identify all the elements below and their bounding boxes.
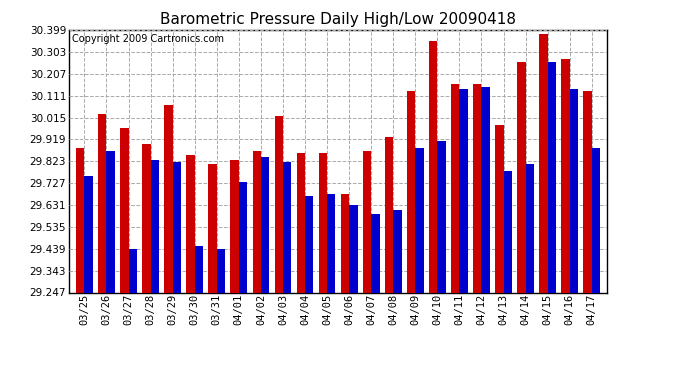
Bar <box>363 150 371 292</box>
Bar <box>164 105 172 292</box>
Bar <box>128 249 137 292</box>
Bar <box>208 164 217 292</box>
Bar <box>437 141 446 292</box>
Bar <box>120 128 128 292</box>
Text: Copyright 2009 Cartronics.com: Copyright 2009 Cartronics.com <box>72 34 224 44</box>
Bar <box>319 153 327 292</box>
Bar <box>592 148 600 292</box>
Bar <box>540 34 548 292</box>
Bar <box>385 137 393 292</box>
Bar <box>217 249 225 292</box>
Bar <box>275 116 283 292</box>
Bar <box>349 205 357 292</box>
Bar <box>297 153 305 292</box>
Bar <box>84 176 93 292</box>
Bar <box>460 89 468 292</box>
Bar <box>341 194 349 292</box>
Bar <box>415 148 424 292</box>
Bar <box>253 150 261 292</box>
Bar <box>76 148 84 292</box>
Bar <box>526 164 534 292</box>
Bar <box>562 59 570 292</box>
Bar <box>261 158 269 292</box>
Bar <box>172 162 181 292</box>
Bar <box>305 196 313 292</box>
Bar <box>230 160 239 292</box>
Bar <box>239 183 247 292</box>
Bar <box>393 210 402 292</box>
Bar <box>495 126 504 292</box>
Bar <box>407 91 415 292</box>
Bar <box>150 160 159 292</box>
Bar <box>371 214 380 292</box>
Bar <box>570 89 578 292</box>
Bar <box>106 150 115 292</box>
Bar <box>283 162 291 292</box>
Bar <box>327 194 335 292</box>
Bar <box>583 91 592 292</box>
Bar <box>504 171 512 292</box>
Bar <box>429 41 437 292</box>
Bar <box>548 62 556 292</box>
Bar <box>186 155 195 292</box>
Bar <box>142 144 150 292</box>
Bar <box>98 114 106 292</box>
Bar <box>451 84 460 292</box>
Bar <box>473 84 482 292</box>
Title: Barometric Pressure Daily High/Low 20090418: Barometric Pressure Daily High/Low 20090… <box>160 12 516 27</box>
Bar <box>518 62 526 292</box>
Bar <box>482 87 490 292</box>
Bar <box>195 246 203 292</box>
